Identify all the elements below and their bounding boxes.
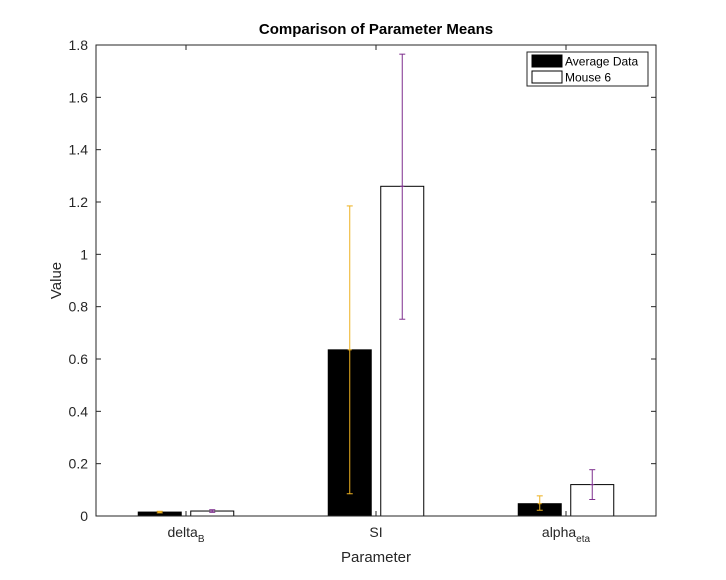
errorbars-layer <box>156 53 596 514</box>
y-tick-label-4: 0.8 <box>69 299 89 315</box>
x-tick-label-2: alphaeta <box>542 524 591 545</box>
legend-label-mouse-6: Mouse 6 <box>565 71 611 85</box>
y-tick-label-1: 0.2 <box>69 456 89 472</box>
x-tick-label-0: deltaB <box>167 524 204 545</box>
x-ticks: deltaB SI alphaeta <box>167 45 591 545</box>
chart-title: Comparison of Parameter Means <box>259 21 493 38</box>
y-ticks: 0 0.2 0.4 0.6 0.8 1 1.2 1.4 1.6 1.8 <box>69 37 656 524</box>
plot-area: 0 0.2 0.4 0.6 0.8 1 1.2 1.4 1.6 1.8 deltaB SI alpha… <box>69 37 657 545</box>
y-tick-label-6: 1.2 <box>69 194 89 210</box>
legend-swatch-average-data <box>531 54 563 68</box>
y-tick-label-0: 0 <box>80 508 88 524</box>
x-axis-label: Parameter <box>341 549 411 566</box>
legend: Average Data Mouse 6 <box>526 51 649 87</box>
y-tick-label-3: 0.6 <box>69 351 89 367</box>
x-tick-label-1: SI <box>369 524 382 540</box>
y-tick-label-7: 1.4 <box>69 142 89 158</box>
y-tick-label-9: 1.8 <box>69 37 89 53</box>
legend-label-average-data: Average Data <box>565 55 638 69</box>
y-tick-label-5: 1 <box>80 246 88 262</box>
legend-swatch-mouse-6 <box>531 70 563 84</box>
y-axis-label: Value <box>48 262 65 299</box>
axes-background <box>96 45 656 516</box>
y-tick-label-2: 0.4 <box>69 403 89 419</box>
y-tick-label-8: 1.6 <box>69 89 89 105</box>
